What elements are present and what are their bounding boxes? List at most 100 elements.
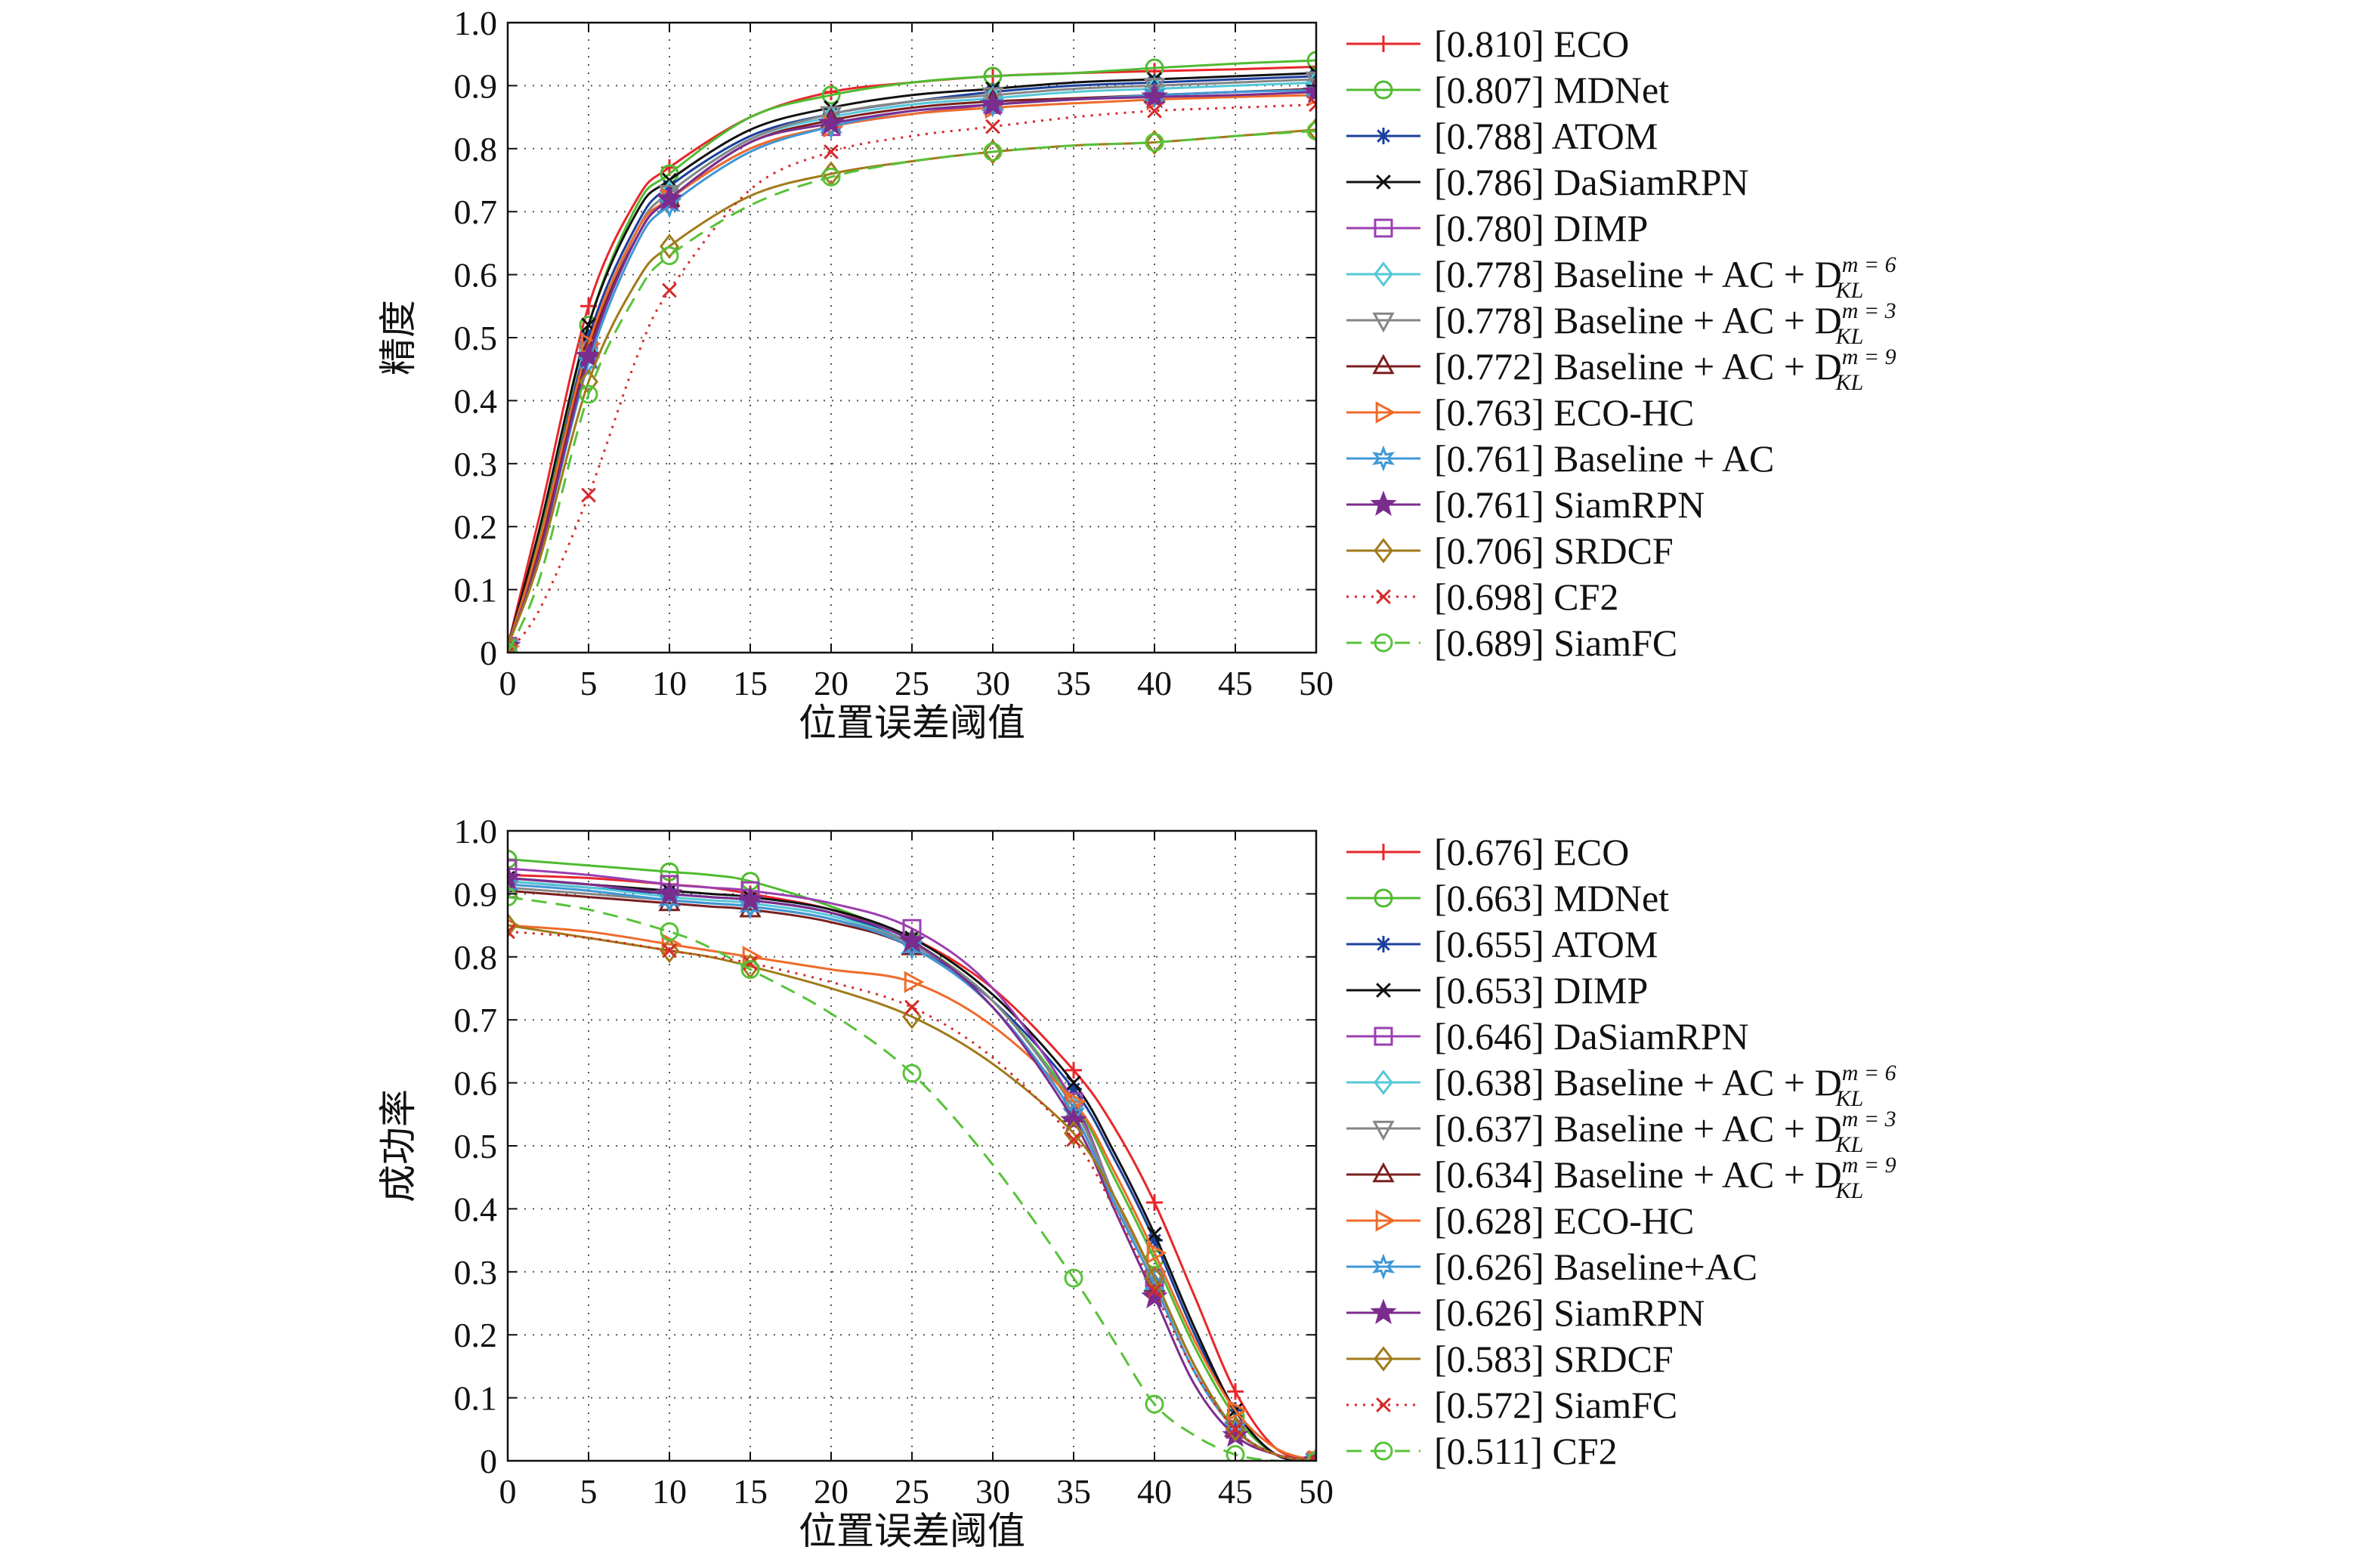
legend-item: [0.634] Baseline + AC + Dm = 9 KL <box>1346 1153 1896 1203</box>
data-point <box>1145 129 1164 156</box>
data-point <box>1146 1194 1163 1212</box>
x-tick-label: 45 <box>1218 664 1253 702</box>
legend-label: [0.761] Baseline + AC <box>1434 437 1774 480</box>
legend-marker <box>1375 128 1392 144</box>
legend-marker <box>1374 80 1393 100</box>
data-point <box>662 282 677 298</box>
x-tick-label: 15 <box>733 664 768 702</box>
data-point <box>1309 97 1316 113</box>
data-point <box>1304 1447 1316 1461</box>
legend-marker <box>1374 1441 1393 1461</box>
data-point <box>904 971 925 993</box>
legend-marker <box>1374 538 1393 563</box>
y-tick-label: 0.2 <box>454 1316 498 1354</box>
legend-item: [0.761] SiamRPN <box>1346 483 1705 526</box>
x-tick-label: 20 <box>814 1472 848 1511</box>
x-axis-label: 位置误差阈值 <box>799 1510 1025 1552</box>
legend-marker <box>1371 1253 1396 1280</box>
legend-item: [0.653] DIMP <box>1346 969 1648 1011</box>
legend-marker <box>1376 1397 1391 1412</box>
data-point <box>1143 78 1166 98</box>
legend-item: [0.637] Baseline + AC + Dm = 3 KL <box>1346 1107 1896 1157</box>
y-tick-label: 0 <box>480 1442 497 1480</box>
data-point <box>660 922 679 941</box>
y-tick-label: 0.9 <box>454 66 498 105</box>
data-point <box>1065 1080 1082 1097</box>
legend-label: [0.778] Baseline + AC + Dm = 3 KL <box>1434 298 1896 349</box>
legend-item: [0.706] SRDCF <box>1346 529 1674 572</box>
legend-item: [0.778] Baseline + AC + Dm = 6 KL <box>1346 252 1896 303</box>
legend-marker <box>1375 36 1392 52</box>
x-tick-label: 5 <box>580 1472 598 1511</box>
y-tick-label: 0.5 <box>454 319 498 357</box>
y-tick-label: 0.4 <box>454 381 498 420</box>
legend-label: [0.807] MDNet <box>1434 69 1669 111</box>
x-tick-label: 0 <box>499 1472 517 1511</box>
legend-label: [0.572] SiamFC <box>1434 1384 1677 1426</box>
y-tick-label: 0.6 <box>454 1064 498 1103</box>
y-tick-label: 0.1 <box>454 571 498 610</box>
legend-marker <box>1374 633 1393 653</box>
legend-marker <box>1374 261 1393 287</box>
data-point <box>985 119 1000 134</box>
series-12 <box>508 97 1316 653</box>
legend-label: [0.663] MDNet <box>1434 877 1669 919</box>
data-point <box>1306 1448 1316 1461</box>
data-point <box>1147 1283 1162 1298</box>
data-point <box>660 937 679 964</box>
legend-marker <box>1372 353 1395 375</box>
y-tick-label: 0.7 <box>454 193 498 231</box>
legend-marker <box>1374 218 1393 238</box>
series-line <box>508 128 1316 647</box>
data-point <box>1145 1394 1164 1414</box>
data-point <box>1141 82 1168 109</box>
legend-marker <box>1374 1070 1393 1095</box>
data-point <box>983 142 1003 162</box>
data-point <box>902 1064 922 1083</box>
data-point <box>1064 1120 1083 1147</box>
legend-marker <box>1374 1346 1393 1372</box>
legend-label: [0.763] ECO-HC <box>1434 391 1694 434</box>
y-tick-label: 0.1 <box>454 1379 498 1418</box>
x-tick-label: 10 <box>652 664 687 702</box>
ticks: 0 5 10 15 20 25 30 35 40 45 50 0 0.1 0.2 0.3 0.4 0.5 0.6 0… <box>454 812 1334 1511</box>
legend-marker <box>1372 1120 1395 1141</box>
legend-label: [0.689] SiamFC <box>1434 622 1677 664</box>
x-tick-label: 35 <box>1056 664 1091 702</box>
precision-chart: 0 5 10 15 20 25 30 35 40 45 50 0 0.1 0.2 0.3 0.4 0.5 0.6 0… <box>377 4 1896 744</box>
data-point <box>1226 1416 1245 1443</box>
x-tick-label: 30 <box>975 664 1010 702</box>
y-tick-label: 0.3 <box>454 1253 498 1292</box>
y-tick-label: 0.8 <box>454 130 498 168</box>
series-group <box>508 51 1316 653</box>
data-point <box>1142 82 1167 109</box>
success-rate-chart: 0 5 10 15 20 25 30 35 40 45 50 0 0.1 0.2 0.3 0.4 0.5 0.6 0… <box>377 812 1896 1552</box>
series-line <box>508 924 1316 1461</box>
legend-marker <box>1376 174 1391 190</box>
data-point <box>508 645 515 653</box>
data-point <box>824 144 839 159</box>
legend-label: [0.628] ECO-HC <box>1434 1199 1694 1242</box>
legend-marker <box>1376 589 1391 604</box>
legend-label: [0.761] SiamRPN <box>1434 483 1705 526</box>
legend-label: [0.810] ECO <box>1434 23 1629 65</box>
legend-item: [0.626] Baseline+AC <box>1346 1246 1757 1288</box>
x-tick-label: 5 <box>580 664 598 702</box>
data-point <box>508 924 515 940</box>
legend-label: [0.655] ATOM <box>1434 923 1658 965</box>
data-point <box>983 139 1003 165</box>
data-point <box>1227 1399 1248 1422</box>
data-point <box>660 233 679 259</box>
legend-item: [0.772] Baseline + AC + Dm = 9 KL <box>1346 344 1896 395</box>
legend-label: [0.646] DaSiamRPN <box>1434 1015 1749 1057</box>
legend-marker <box>1371 445 1396 472</box>
legend-item: [0.786] DaSiamRPN <box>1346 161 1749 203</box>
legend-item: [0.638] Baseline + AC + Dm = 6 KL <box>1346 1060 1896 1111</box>
legend-item: [0.778] Baseline + AC + Dm = 3 KL <box>1346 298 1896 349</box>
x-tick-label: 40 <box>1137 664 1172 702</box>
legend-item: [0.572] SiamFC <box>1346 1384 1677 1426</box>
data-point <box>821 167 841 187</box>
series-line <box>508 877 1316 1461</box>
x-tick-label: 25 <box>895 664 929 702</box>
